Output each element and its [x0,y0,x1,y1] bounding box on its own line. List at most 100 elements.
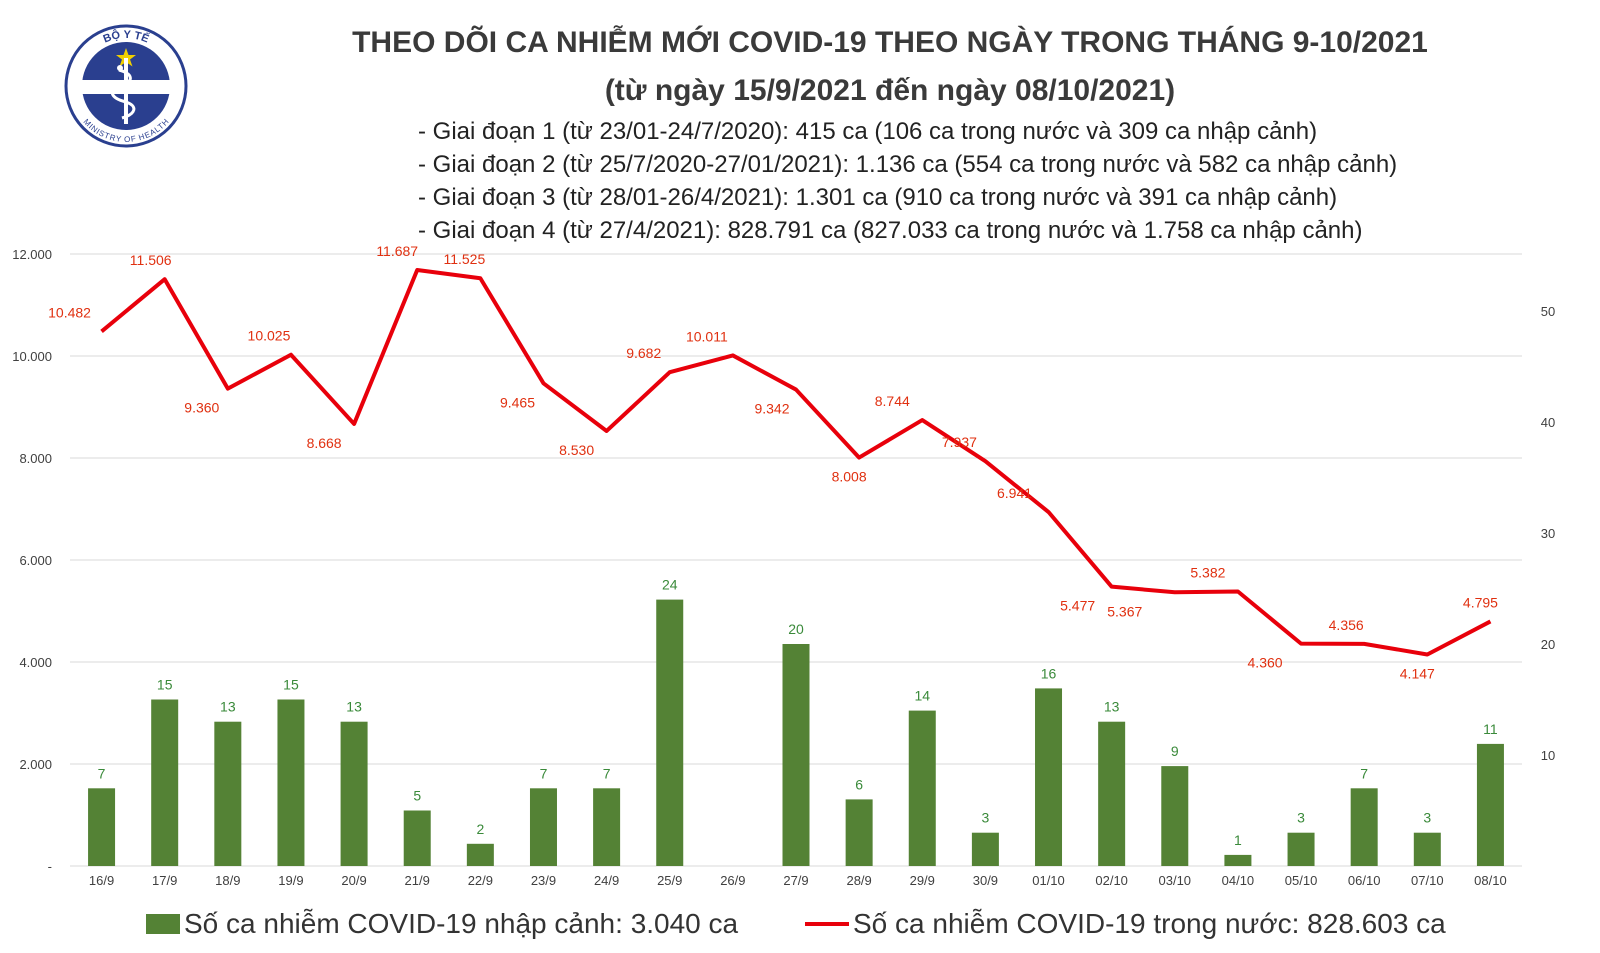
x-axis-tick-label: 04/10 [1222,873,1255,888]
line-data-label: 5.477 [1060,598,1095,614]
x-axis-tick-label: 20/9 [341,873,366,888]
line-data-label: 8.008 [832,469,867,485]
right-axis-tick-label: 40 [1541,415,1555,430]
x-axis-tick-label: 01/10 [1032,873,1065,888]
bar-imported [971,832,999,866]
bar-imported [1224,854,1252,866]
line-data-label: 5.367 [1107,603,1142,619]
line-data-label: 10.025 [248,328,291,344]
legend-item-imported: Số ca nhiễm COVID-19 nhập cảnh: 3.040 ca [146,908,738,940]
x-axis-tick-label: 28/9 [846,873,871,888]
bar-imported [1287,832,1315,866]
bar-data-label: 3 [1297,810,1305,826]
x-axis-tick-label: 02/10 [1095,873,1128,888]
bar-imported [593,788,621,866]
legend-label-domestic: Số ca nhiễm COVID-19 trong nước: 828.603… [853,908,1446,939]
bar-imported [1098,721,1126,866]
line-data-label: 4.147 [1400,666,1435,682]
bar-imported [529,788,557,866]
phase-note-4: - Giai đoạn 4 (từ 27/4/2021): 828.791 ca… [418,217,1363,244]
bar-data-label: 13 [346,699,362,715]
ministry-of-health-logo: BỘ Y TẾ MINISTRY OF HEALTH [64,24,188,148]
line-data-label: 11.687 [376,243,418,259]
line-data-label: 9.342 [754,401,789,417]
bar-imported [1161,766,1189,866]
left-axis-tick-label: 8.000 [19,451,52,466]
left-axis-tick-label: 12.000 [12,247,52,262]
bar-imported [403,810,431,866]
line-data-label: 11.525 [443,251,485,267]
x-axis-tick-label: 07/10 [1411,873,1444,888]
bar-data-label: 20 [788,621,804,637]
x-axis-tick-label: 21/9 [405,873,430,888]
line-domestic [100,267,1492,657]
x-axis-tick-label: 08/10 [1474,873,1507,888]
line-data-label: 9.360 [184,400,219,416]
bar-imported [214,721,242,866]
bar-data-label: 6 [855,776,863,792]
right-axis-tick-label: 30 [1541,526,1555,541]
bar-imported [340,721,368,866]
line-data-label: 10.482 [48,304,91,320]
bar-data-label: 11 [1483,721,1498,737]
x-axis-tick-label: 27/9 [783,873,808,888]
line-data-label: 4.360 [1248,655,1283,671]
legend-swatch-bar [146,914,180,934]
x-axis-tick-label: 16/9 [89,873,114,888]
right-axis-tick-label: 10 [1541,748,1555,763]
x-axis-tick-label: 24/9 [594,873,619,888]
line-data-label: 8.668 [307,435,342,451]
legend: Số ca nhiễm COVID-19 nhập cảnh: 3.040 ca… [0,908,1600,948]
bar-data-label: 3 [1423,810,1431,826]
bar-imported [1476,743,1504,866]
bar-imported [88,788,116,866]
x-axis-tick-label: 17/9 [152,873,177,888]
bar-data-label: 15 [283,677,299,693]
bar-imported [1035,688,1063,866]
x-axis-tick-label: 03/10 [1159,873,1192,888]
bar-data-label: 7 [98,765,106,781]
line-data-label: 11.506 [130,252,172,268]
bar-data-label: 15 [157,677,173,693]
legend-item-domestic: Số ca nhiễm COVID-19 trong nước: 828.603… [805,908,1446,940]
left-axis-tick-label: 10.000 [12,349,52,364]
chart-subtitle: (từ ngày 15/9/2021 đến ngày 08/10/2021) [604,74,1176,107]
line-data-label: 9.682 [626,345,661,361]
legend-label-imported: Số ca nhiễm COVID-19 nhập cảnh: 3.040 ca [184,908,739,939]
bar-data-label: 9 [1171,743,1179,759]
right-axis-tick-label: 50 [1541,304,1555,319]
bar-data-label: 3 [981,810,989,826]
bar-data-label: 7 [540,765,548,781]
bar-data-label: 24 [662,577,678,593]
phase-note-2: - Giai đoạn 2 (từ 25/7/2020-27/01/2021):… [418,151,1398,178]
bar-imported [656,599,684,866]
x-axis-tick-label: 19/9 [278,873,303,888]
bar-data-label: 14 [914,688,930,704]
x-axis-tick-label: 05/10 [1285,873,1318,888]
right-axis-tick-label: 20 [1541,637,1555,652]
bar-imported [277,699,305,866]
bar-data-label: 16 [1041,665,1057,681]
x-axis-tick-label: 23/9 [531,873,556,888]
line-data-label: 5.382 [1190,565,1225,581]
bar-data-label: 13 [220,699,236,715]
x-axis-tick-label: 30/9 [973,873,998,888]
x-axis-tick-label: 26/9 [720,873,745,888]
line-data-label: 6.941 [997,485,1032,501]
x-axis-tick-label: 25/9 [657,873,682,888]
bar-imported [908,710,936,866]
line-data-label: 4.795 [1463,594,1498,610]
line-data-label: 9.465 [500,394,535,410]
bar-data-label: 7 [1360,765,1368,781]
x-axis-tick-label: 18/9 [215,873,240,888]
x-axis-tick-label: 29/9 [910,873,935,888]
logo-top-text: BỘ Y TẾ [102,28,151,45]
bar-data-label: 7 [603,765,611,781]
line-data-label: 4.356 [1329,617,1364,633]
bar-imported [782,644,810,866]
bar-data-label: 13 [1104,699,1120,715]
left-axis-tick-label: 2.000 [19,757,52,772]
bar-data-label: 5 [413,788,421,804]
left-axis-tick-label: 6.000 [19,553,52,568]
